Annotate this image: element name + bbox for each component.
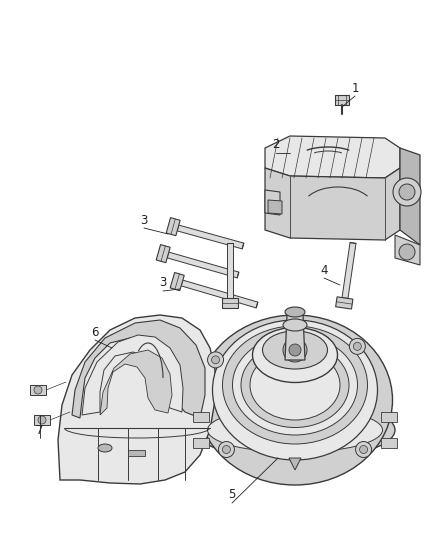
Text: 2: 2: [272, 139, 280, 151]
Text: 1: 1: [351, 82, 359, 94]
Text: 3: 3: [140, 214, 148, 227]
Polygon shape: [156, 245, 170, 263]
Polygon shape: [177, 225, 244, 249]
Polygon shape: [222, 298, 238, 308]
Polygon shape: [381, 438, 397, 448]
Circle shape: [208, 352, 223, 368]
Circle shape: [283, 338, 307, 362]
Polygon shape: [285, 315, 305, 360]
Polygon shape: [335, 95, 349, 105]
Circle shape: [223, 446, 230, 454]
Polygon shape: [128, 450, 145, 456]
Circle shape: [353, 342, 361, 350]
Text: 4: 4: [320, 263, 328, 277]
Ellipse shape: [195, 400, 395, 460]
Ellipse shape: [241, 343, 349, 427]
Polygon shape: [167, 252, 239, 278]
Circle shape: [219, 441, 234, 457]
Polygon shape: [82, 335, 183, 415]
Circle shape: [356, 441, 371, 457]
Polygon shape: [72, 320, 205, 418]
Polygon shape: [181, 280, 258, 308]
Polygon shape: [336, 297, 353, 309]
Polygon shape: [400, 148, 420, 245]
Ellipse shape: [252, 327, 338, 383]
Text: 3: 3: [159, 277, 167, 289]
Polygon shape: [193, 412, 209, 422]
Polygon shape: [342, 243, 356, 298]
Circle shape: [350, 338, 365, 354]
Ellipse shape: [233, 335, 357, 435]
Circle shape: [399, 184, 415, 200]
Polygon shape: [265, 168, 400, 240]
Ellipse shape: [283, 319, 307, 331]
Ellipse shape: [198, 315, 392, 485]
Polygon shape: [166, 217, 180, 236]
Polygon shape: [34, 415, 50, 425]
Polygon shape: [381, 412, 397, 422]
Polygon shape: [268, 200, 282, 214]
Polygon shape: [170, 272, 184, 290]
Ellipse shape: [285, 307, 305, 317]
Ellipse shape: [262, 331, 328, 369]
Circle shape: [393, 178, 421, 206]
Circle shape: [34, 386, 42, 394]
Ellipse shape: [250, 350, 340, 420]
Polygon shape: [265, 190, 280, 215]
Polygon shape: [100, 350, 172, 415]
Ellipse shape: [223, 326, 367, 444]
Circle shape: [360, 446, 367, 454]
Circle shape: [212, 356, 219, 364]
Polygon shape: [227, 243, 233, 298]
Ellipse shape: [212, 320, 378, 460]
Polygon shape: [58, 315, 215, 484]
Polygon shape: [265, 136, 400, 178]
Ellipse shape: [98, 444, 112, 452]
Text: 7: 7: [36, 424, 44, 437]
Ellipse shape: [208, 408, 382, 453]
Circle shape: [399, 244, 415, 260]
Circle shape: [289, 344, 301, 356]
Text: 6: 6: [91, 326, 99, 338]
Polygon shape: [193, 438, 209, 448]
Polygon shape: [395, 235, 420, 265]
Polygon shape: [30, 385, 46, 395]
Text: 5: 5: [228, 489, 236, 502]
Circle shape: [38, 416, 46, 424]
Polygon shape: [289, 458, 301, 470]
